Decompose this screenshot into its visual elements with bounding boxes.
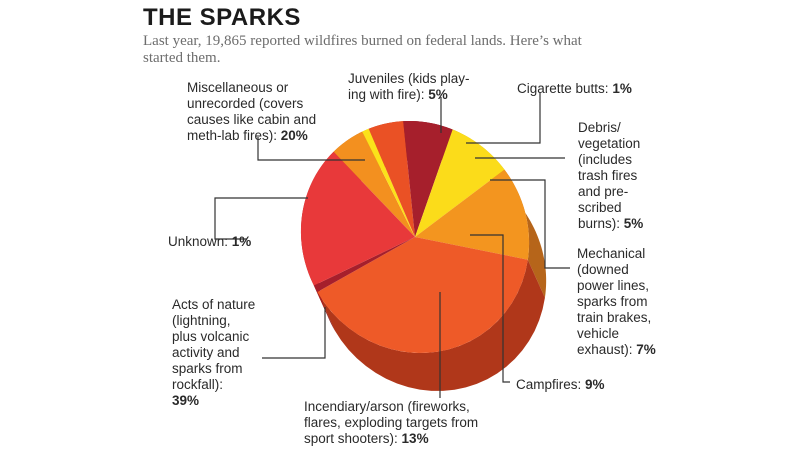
leader-line-8 [257, 137, 365, 161]
leader-line-3 [490, 179, 570, 269]
leader-line-7 [214, 197, 308, 240]
leader-line-4 [470, 234, 510, 383]
pie-slice-3 [403, 120, 453, 237]
label-mechanical: Mechanical (downed power lines, sparks f… [577, 246, 656, 357]
chart-title: THE SPARKS [143, 4, 301, 31]
leader-line-1 [466, 92, 541, 144]
label-campfires: Campfires: 9% [516, 377, 605, 392]
pie-side-5 [504, 169, 547, 298]
pie-side-6 [317, 259, 545, 391]
pie-slice-1 [362, 128, 415, 237]
label-juveniles: Juveniles (kids play- ing with fire): 5% [348, 71, 470, 102]
pie-slice-8 [300, 151, 415, 286]
label-debris-vegetation: Debris/ vegetation (includes trash fires… [578, 120, 644, 231]
pie-slice-7 [313, 237, 415, 293]
pie-slice-2 [368, 121, 415, 237]
label-miscellaneous: Miscellaneous or unrecorded (covers caus… [187, 80, 317, 143]
leader-line-6 [262, 307, 326, 359]
pie-slice-4 [415, 129, 505, 237]
pie-slice-5 [415, 169, 530, 260]
chart-subtitle: Last year, 19,865 reported wildfires bur… [143, 33, 582, 66]
label-unknown: Unknown: 1% [168, 234, 252, 249]
label-cigarette-butts: Cigarette butts: 1% [517, 81, 632, 96]
label-incendiary-arson: Incendiary/arson (fireworks, flares, exp… [304, 399, 479, 446]
label-acts-of-nature: Acts of nature (lightning, plus volcanic… [172, 297, 256, 408]
pie-slice-0 [333, 131, 415, 237]
pie-slice-6 [317, 237, 528, 353]
